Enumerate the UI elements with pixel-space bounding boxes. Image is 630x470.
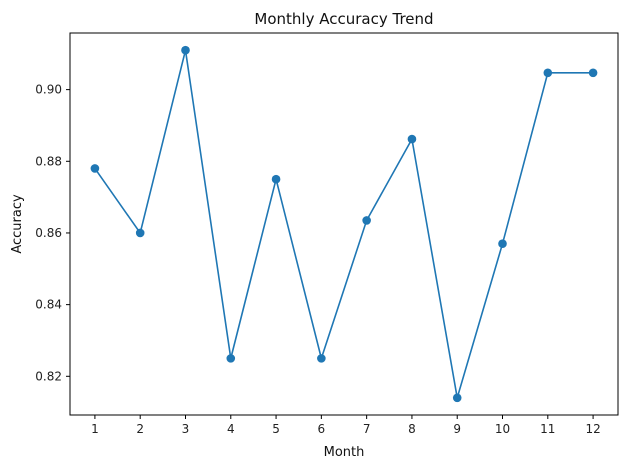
x-tick-label: 3 [182,422,190,436]
data-point [407,134,417,144]
x-tick-label: 8 [408,422,416,436]
plot-frame [69,32,619,416]
x-tick-label: 2 [136,422,144,436]
y-tick-label: 0.84 [35,298,62,312]
data-point [226,354,236,363]
x-tick-label: 11 [540,422,555,436]
plot-layer: 1 2 3 4 5 6 7 8 9 10 11 120.820.840.860.880.90 [35,32,619,436]
data-point [90,164,100,173]
y-tick-label: 0.86 [35,226,62,240]
data-point [498,239,507,249]
y-tick-label: 0.90 [35,83,62,97]
data-point [317,354,326,363]
x-tick-label: 7 [363,422,371,436]
data-point [181,45,190,55]
y-tick-label: 0.88 [35,154,62,168]
x-tick-label: 10 [495,422,510,436]
data-point [452,393,462,403]
data-point [135,228,145,238]
chart-title: Monthly Accuracy Trend [254,10,433,28]
data-point [588,68,598,78]
x-tick-label: 6 [318,422,326,436]
data-point [543,68,553,78]
data-point [271,174,281,184]
data-point [362,216,371,225]
x-tick-label: 1 [91,422,99,436]
y-tick-label: 0.82 [35,369,62,383]
x-axis-title: Month [324,445,365,460]
x-tick-label: 5 [272,422,280,436]
x-tick-label: 4 [227,422,235,436]
series-line [94,50,594,399]
y-axis-title: Accuracy [10,194,25,254]
x-tick-label: 9 [453,422,461,436]
x-tick-label: 12 [585,422,600,436]
